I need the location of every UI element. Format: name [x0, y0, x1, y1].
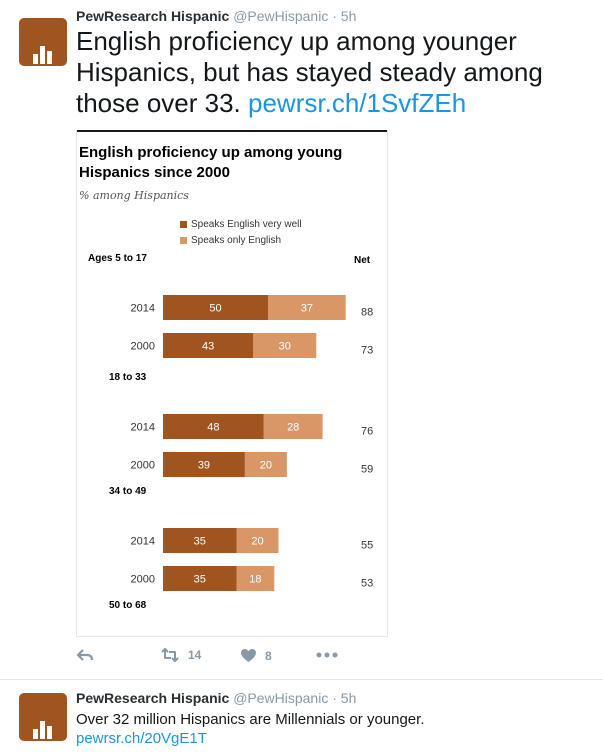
- net-value: 53: [361, 578, 373, 590]
- legend-label: Speaks English very well: [191, 219, 302, 230]
- tweet[interactable]: PewResearch Hispanic @PewHispanic · 5h E…: [0, 0, 603, 680]
- year-label: 2014: [131, 303, 155, 315]
- author-handle[interactable]: @PewHispanic: [233, 8, 329, 24]
- author-name[interactable]: PewResearch Hispanic: [76, 8, 230, 24]
- more-button[interactable]: [316, 652, 338, 658]
- bar-value-label: 43: [202, 341, 214, 353]
- author-name[interactable]: PewResearch Hispanic: [76, 690, 230, 706]
- bar-value-label: 37: [301, 303, 313, 315]
- timestamp[interactable]: 5h: [340, 8, 357, 24]
- tweet[interactable]: PewResearch Hispanic @PewHispanic · 5h O…: [0, 680, 603, 756]
- year-label: 2014: [131, 536, 155, 548]
- net-value: 59: [361, 464, 373, 476]
- tweet-link[interactable]: pewrsr.ch/20VgE1T: [76, 730, 207, 747]
- bar-chart-logo-icon: [33, 721, 52, 739]
- bar-segment: [163, 295, 268, 320]
- net-value: 55: [361, 540, 373, 552]
- bar-segment: [268, 295, 346, 320]
- bar-segment: [163, 333, 254, 358]
- bar-value-label: 30: [279, 341, 291, 353]
- tweet-header: PewResearch Hispanic @PewHispanic · 5h: [76, 8, 356, 24]
- chart-title: English proficiency up among young Hispa…: [79, 144, 343, 181]
- chart-plot: Ages 5 to 17 2014 50 37 88 2000 43 30 73 18 to 33…: [88, 253, 373, 611]
- tweet-link[interactable]: pewrsr.ch/1SvfZEh: [248, 88, 467, 118]
- retweet-count: 14: [188, 648, 202, 662]
- year-label: 2014: [131, 422, 155, 434]
- bar-segment: [244, 452, 287, 477]
- legend-item-only-english: Speaks only English: [180, 235, 281, 246]
- group-label: Ages 5 to 17: [88, 253, 147, 264]
- bar-segment: [263, 414, 323, 439]
- tweet-body: Over 32 million Hispanics are Millennial…: [76, 711, 425, 728]
- bar-segment: [236, 566, 275, 591]
- separator: ·: [332, 690, 337, 706]
- timestamp[interactable]: 5h: [340, 690, 357, 706]
- group-label: 34 to 49: [109, 486, 147, 497]
- bar-value-label: 18: [249, 574, 261, 586]
- bar-value-label: 48: [207, 422, 219, 434]
- bar-value-label: 20: [251, 536, 263, 548]
- author-handle[interactable]: @PewHispanic: [233, 690, 329, 706]
- tweet-body: English proficiency up among younger His…: [76, 26, 543, 118]
- bar-segment: [163, 414, 264, 439]
- bar-value-label: 35: [194, 536, 206, 548]
- bar-value-label: 50: [209, 303, 221, 315]
- group-label: 18 to 33: [109, 372, 147, 383]
- legend-item-very-well: Speaks English very well: [180, 219, 302, 230]
- more-icon: [316, 652, 338, 658]
- net-header: Net: [354, 255, 371, 266]
- like-button[interactable]: 8: [240, 648, 272, 663]
- separator: ·: [332, 8, 337, 24]
- tweet-text: English proficiency up among younger His…: [76, 26, 581, 119]
- year-label: 2000: [131, 341, 155, 353]
- year-label: 2000: [131, 574, 155, 586]
- reply-button[interactable]: [76, 648, 94, 662]
- legend-swatch: [180, 237, 187, 244]
- retweet-icon: [161, 648, 179, 662]
- legend-label: Speaks only English: [191, 235, 282, 246]
- heart-icon: [241, 649, 256, 662]
- bar-chart-logo-icon: [33, 46, 52, 64]
- net-value: 73: [361, 345, 373, 357]
- bar-segment: [253, 333, 317, 358]
- bar-segment: [163, 566, 237, 591]
- net-value: 88: [361, 307, 373, 319]
- tweet-text: Over 32 million Hispanics are Millennial…: [76, 710, 576, 748]
- group-label: 50 to 68: [109, 600, 147, 611]
- bar-value-label: 39: [198, 460, 210, 472]
- card-top-rule: [77, 130, 387, 132]
- avatar[interactable]: [19, 693, 67, 741]
- year-label: 2000: [131, 460, 155, 472]
- bar-value-label: 20: [260, 460, 272, 472]
- like-count: 8: [265, 648, 272, 663]
- net-value: 76: [361, 426, 373, 438]
- legend-swatch: [180, 221, 187, 228]
- bar-segment: [236, 528, 279, 553]
- retweet-button[interactable]: 14: [160, 648, 201, 662]
- tweet-header: PewResearch Hispanic @PewHispanic · 5h: [76, 690, 356, 706]
- tweet-actions: 14 8: [76, 648, 376, 670]
- bar-segment: [163, 528, 237, 553]
- chart-card[interactable]: English proficiency up among young Hispa…: [76, 130, 388, 637]
- bar-segment: [163, 452, 245, 477]
- bar-value-label: 35: [194, 574, 206, 586]
- reply-icon: [76, 649, 94, 661]
- chart-subtitle: % among Hispanics: [79, 189, 189, 202]
- avatar[interactable]: [19, 18, 67, 66]
- bar-value-label: 28: [287, 422, 299, 434]
